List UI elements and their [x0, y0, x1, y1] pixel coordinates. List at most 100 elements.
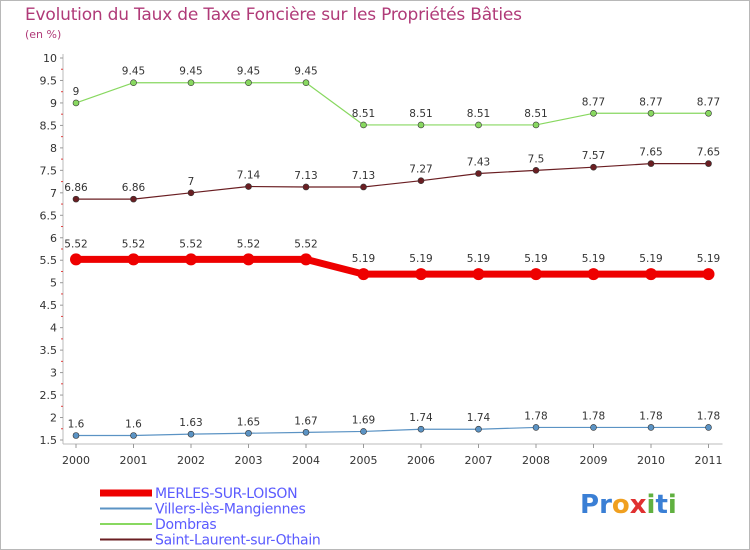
data-point [647, 424, 655, 431]
y-tick-label: 9 [50, 97, 57, 110]
data-point [415, 268, 427, 281]
chart-title: Evolution du Taux de Taxe Foncière sur l… [25, 5, 522, 25]
data-point [360, 121, 367, 129]
data-label: 5.19 [697, 253, 720, 265]
data-label: 7.65 [639, 147, 662, 159]
data-label: 5.52 [179, 238, 202, 250]
data-point [705, 160, 712, 167]
logo-letter: o [611, 490, 630, 520]
data-point [357, 268, 370, 281]
data-point [242, 253, 255, 266]
y-tick-label: 8 [50, 142, 57, 155]
y-tick-label: 3.5 [40, 344, 58, 357]
series-line-3 [75, 82, 709, 126]
data-point [587, 268, 600, 281]
data-point [530, 268, 542, 281]
data-point [300, 253, 312, 266]
data-label: 6.86 [64, 182, 88, 194]
data-point [245, 429, 252, 437]
data-point [532, 121, 540, 129]
data-point [72, 432, 80, 439]
data-label: 8.77 [582, 96, 605, 108]
legend-label: MERLES-SUR-LOISON [155, 486, 297, 502]
data-label: 5.19 [582, 253, 605, 265]
x-tick-label: 2003 [235, 454, 263, 467]
x-tick-label: 2007 [465, 454, 493, 467]
proxiti-logo: Proxiti [580, 490, 677, 520]
x-tick-label: 2005 [350, 454, 378, 467]
series-line-2 [76, 426, 709, 437]
x-tick-label: 2010 [637, 454, 665, 467]
data-point [187, 79, 195, 87]
data-label: 9.45 [294, 66, 317, 78]
data-point [245, 79, 252, 87]
data-label: 5.52 [294, 238, 317, 250]
data-label: 1.74 [467, 412, 491, 424]
y-tick-label: 6 [50, 232, 57, 245]
x-tick-label: 2002 [177, 454, 205, 467]
data-label: 7.14 [237, 170, 261, 182]
x-tick-label: 2000 [62, 454, 90, 467]
data-point [360, 183, 367, 191]
data-label: 9.45 [179, 66, 202, 78]
data-label: 5.19 [352, 253, 375, 265]
logo-letter: P [580, 490, 600, 520]
data-point [475, 121, 482, 129]
data-point [705, 109, 712, 117]
data-point [647, 109, 655, 117]
data-point [645, 268, 657, 281]
data-point [187, 430, 195, 438]
y-tick-label: 5 [50, 277, 57, 290]
data-point [302, 183, 310, 191]
data-label: 1.74 [409, 412, 433, 424]
data-point [475, 170, 482, 177]
legend-label: Saint-Laurent-sur-Othain [155, 533, 321, 549]
y-tick-label: 8.5 [40, 119, 58, 132]
series-line-4 [76, 163, 709, 200]
data-label: 8.51 [409, 108, 432, 120]
data-point [532, 424, 540, 431]
y-tick-label: 2 [50, 412, 57, 425]
data-label: 1.6 [125, 419, 142, 431]
x-tick-label: 2011 [695, 454, 723, 467]
x-tick-label: 2004 [292, 454, 320, 467]
data-point [417, 425, 425, 433]
data-point [532, 167, 540, 174]
data-label: 1.78 [639, 410, 662, 422]
logo-letter: r [599, 490, 612, 520]
y-tick-label: 4.5 [40, 299, 58, 312]
data-point [472, 268, 485, 281]
data-label: 9.45 [122, 66, 145, 78]
x-tick-label: 2009 [580, 454, 608, 467]
unit-label: (en %) [25, 28, 62, 41]
data-label: 1.67 [294, 415, 317, 427]
data-label: 1.78 [582, 410, 605, 422]
y-tick-label: 7 [50, 187, 57, 200]
data-label: 5.19 [639, 253, 662, 265]
data-point [590, 109, 597, 117]
series-line-1 [76, 255, 709, 278]
data-label: 9.45 [237, 66, 260, 78]
data-label: 7 [188, 176, 195, 188]
data-label: 7.57 [582, 150, 605, 162]
y-tick-label: 3 [50, 367, 57, 380]
data-label: 7.13 [294, 170, 317, 182]
data-label: 1.65 [237, 416, 260, 428]
y-tick-label: 6.5 [40, 209, 58, 222]
legend-label: Dombras [155, 517, 216, 533]
data-point [72, 99, 80, 107]
data-label: 1.6 [68, 419, 85, 431]
data-point [360, 428, 367, 435]
legend-label: Villers-lès-Mangiennes [155, 502, 305, 518]
data-label: 1.78 [524, 410, 547, 422]
data-label: 5.19 [524, 253, 547, 265]
data-point [70, 253, 82, 266]
data-label: 7.27 [409, 164, 432, 176]
data-label: 7.13 [352, 170, 375, 182]
data-label: 7.5 [528, 153, 545, 165]
data-label: 1.69 [352, 414, 375, 426]
data-point [127, 253, 140, 266]
data-point [130, 432, 137, 439]
y-tick-label: 4 [50, 322, 57, 335]
